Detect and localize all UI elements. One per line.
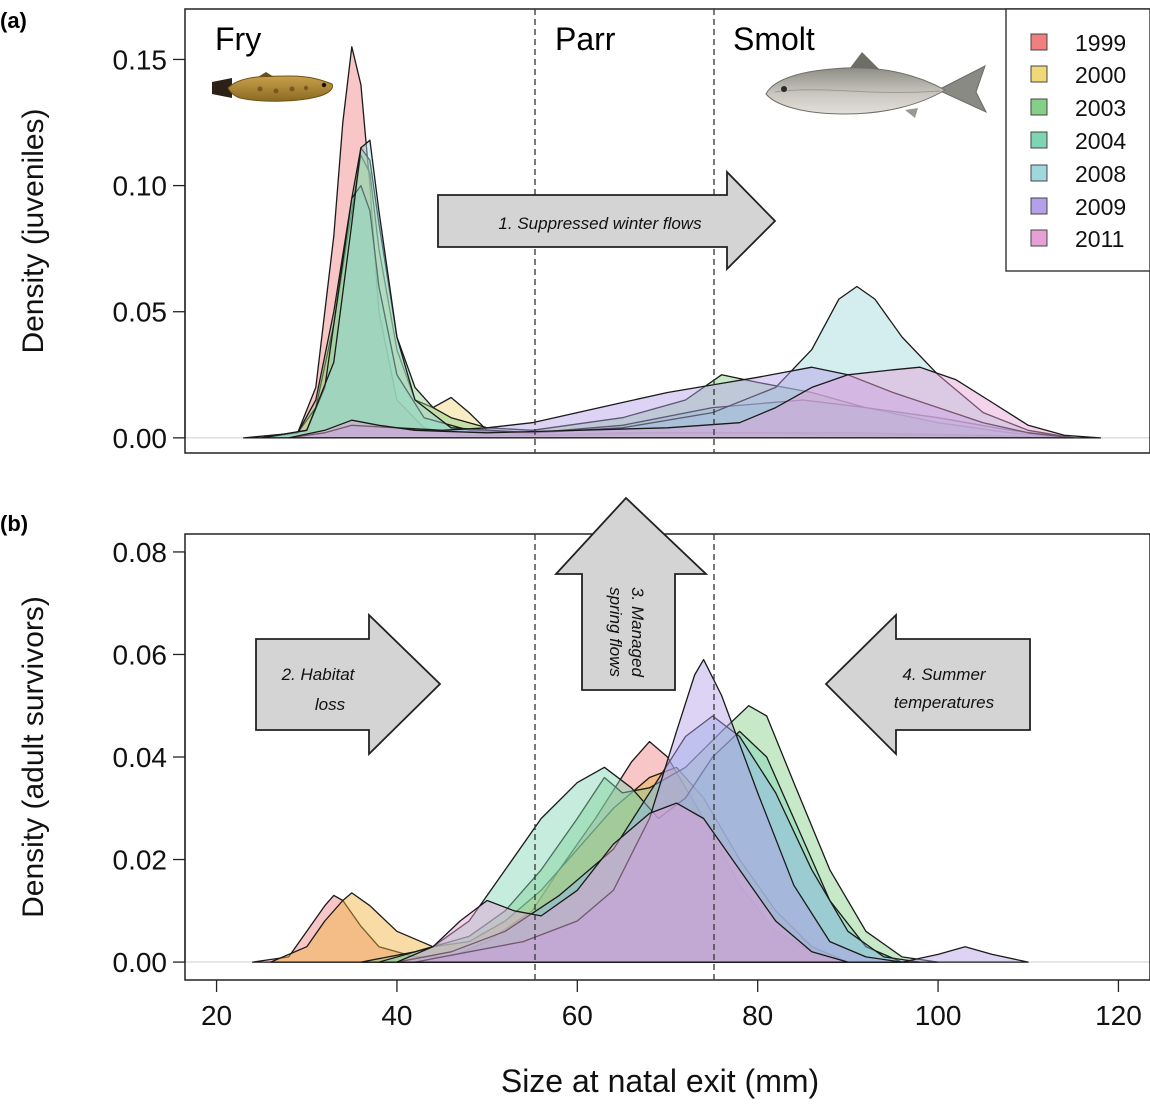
legend-item: 2009 <box>1030 194 1126 220</box>
arrow-3-text-line2: spring flows <box>606 587 625 677</box>
panel-b-y-tick-label: 0.08 <box>113 537 168 568</box>
panel-b-density-1999 <box>251 740 849 963</box>
legend-swatch <box>1030 131 1048 149</box>
annotation-arrow-2: 2. Habitat loss <box>255 612 442 757</box>
legend-item: 2000 <box>1030 62 1126 88</box>
arrow-1-text: 1. Suppressed winter flows <box>498 214 702 233</box>
legend-item: 2004 <box>1030 128 1126 154</box>
panel-b-density-2011 <box>396 802 849 963</box>
x-tick-label: 100 <box>915 1000 962 1031</box>
panel-a-y-tick-label: 0.15 <box>113 44 168 75</box>
legend-item: 1999 <box>1030 30 1126 56</box>
arrow-4-text-line2: temperatures <box>894 693 995 712</box>
x-axis: 20 40 60 80 100 120 <box>201 980 1142 1031</box>
legend-swatch <box>1030 65 1048 83</box>
legend-swatch <box>1030 197 1048 215</box>
legend-label: 1999 <box>1075 30 1126 56</box>
panel-b-y-tick-label: 0.00 <box>113 947 168 978</box>
arrow-1-shape <box>437 169 777 272</box>
x-tick-label: 40 <box>381 1000 412 1031</box>
panel-a-density-2011 <box>288 366 1102 439</box>
x-tick-label: 60 <box>562 1000 593 1031</box>
panel-a-y-tick-label: 0.10 <box>113 171 168 202</box>
x-tick-label: 120 <box>1095 1000 1142 1031</box>
panel-b-density-2003 <box>360 705 939 963</box>
panel-b-density-2009 <box>414 658 1029 963</box>
panel-b-ylabel: Density (adult survivors) <box>17 596 50 918</box>
panel-b: (b) 2. Habitat loss 3. Managed spring fl… <box>0 496 1150 981</box>
panel-b-density-2004 <box>378 730 903 963</box>
panel-b-density-2000 <box>270 766 849 963</box>
stage-label-smolt: Smolt <box>733 21 815 57</box>
legend-label: 2009 <box>1075 194 1126 220</box>
panel-b-series-layer <box>185 658 1150 963</box>
stage-label-fry: Fry <box>215 21 261 57</box>
legend-item: 2011 <box>1030 226 1124 252</box>
panel-b-density-2008 <box>396 715 921 963</box>
panel-a-y-axis: 0.00 0.05 0.10 0.15 <box>113 44 186 454</box>
arrow-4-shape <box>824 612 1031 757</box>
legend-item: 2003 <box>1030 95 1126 121</box>
panel-b-y-tick-label: 0.04 <box>113 742 168 773</box>
panel-b-y-axis: 0.00 0.02 0.04 0.06 0.08 <box>113 537 186 978</box>
annotation-arrow-3: 3. Managed spring flows <box>553 496 709 691</box>
legend-box <box>1005 8 1150 272</box>
arrow-2-text: 2. Habitat <box>281 665 356 684</box>
panel-a-y-tick-label: 0.00 <box>113 423 168 454</box>
legend-label: 2003 <box>1075 95 1126 121</box>
arrow-2-text-line2: loss <box>315 695 346 714</box>
panel-b-y-tick-label: 0.06 <box>113 639 168 670</box>
panel-a: (a) Fry Parr Smolt <box>0 8 1150 454</box>
legend: 1999 2000 2003 2004 2008 2009 <box>1005 8 1150 272</box>
panel-a-density-1999 <box>242 46 1029 439</box>
legend-swatch <box>1030 98 1048 116</box>
legend-label: 2004 <box>1075 128 1126 154</box>
legend-label: 2000 <box>1075 62 1126 88</box>
arrow-3-shape <box>553 496 709 691</box>
panel-a-ylabel: Density (juveniles) <box>17 108 50 353</box>
x-tick-label: 80 <box>742 1000 773 1031</box>
x-tick-label: 20 <box>201 1000 232 1031</box>
legend-swatch <box>1030 164 1048 182</box>
arrow-4-text: 4. Summer <box>902 665 986 684</box>
x-axis-label: Size at natal exit (mm) <box>501 1063 819 1099</box>
arrow-2-shape <box>255 612 442 757</box>
legend-swatch <box>1030 33 1048 51</box>
legend-label: 2011 <box>1075 226 1124 252</box>
fry-fish-illustration <box>212 72 333 102</box>
arrow-3-text: 3. Managed <box>628 587 647 677</box>
annotation-arrow-1: 1. Suppressed winter flows <box>437 169 777 272</box>
annotation-arrow-4: 4. Summer temperatures <box>824 612 1031 757</box>
panel-a-density-2008 <box>261 139 1074 439</box>
panel-a-label: (a) <box>0 8 27 33</box>
panel-a-y-tick-label: 0.05 <box>113 297 168 328</box>
legend-label: 2008 <box>1075 161 1126 187</box>
panel-b-y-tick-label: 0.02 <box>113 845 168 876</box>
smolt-fish-illustration <box>765 52 988 118</box>
panel-b-label: (b) <box>0 511 28 536</box>
legend-item: 2008 <box>1030 161 1126 187</box>
stage-label-parr: Parr <box>555 21 616 57</box>
legend-swatch <box>1030 229 1048 247</box>
panel-a-series-layer <box>185 46 1150 439</box>
